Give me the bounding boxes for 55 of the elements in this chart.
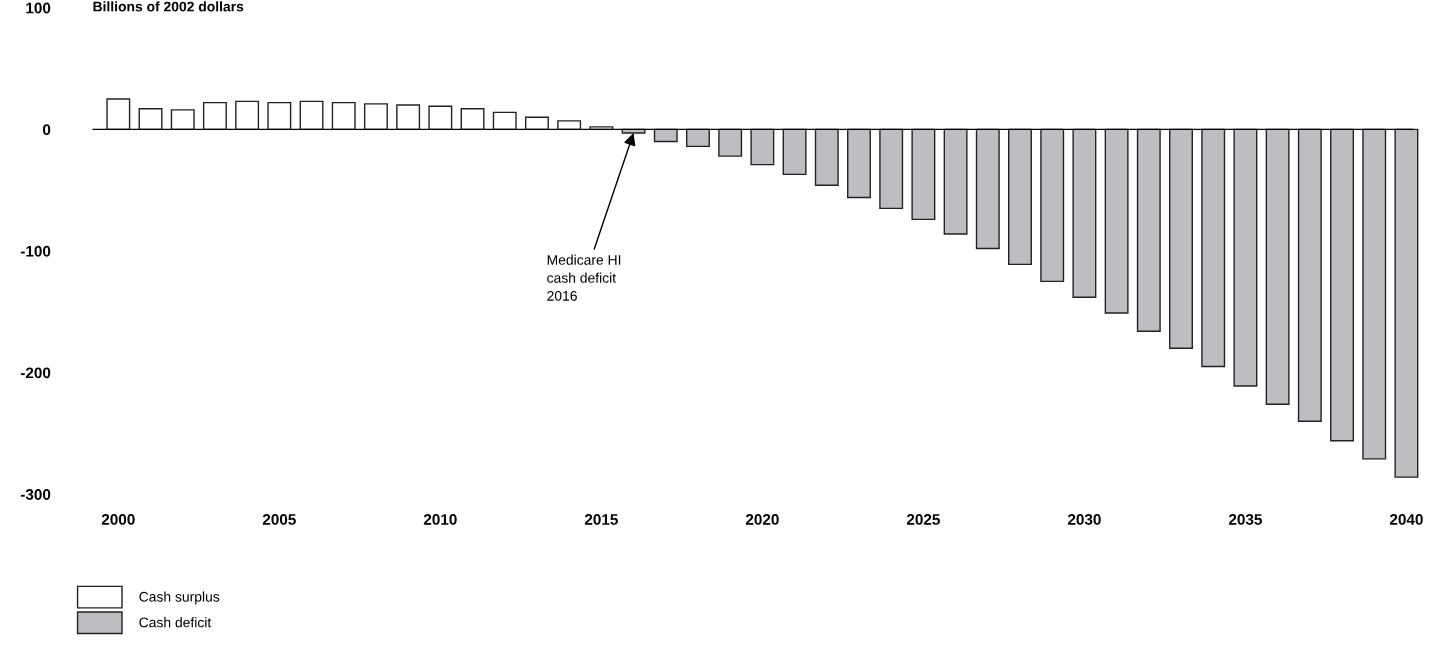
bar <box>943 128 968 235</box>
bar <box>1201 128 1226 368</box>
bar <box>363 103 388 131</box>
bar <box>847 128 871 199</box>
y-axis-title: Billions of 2002 dollars <box>93 1 244 12</box>
bar <box>1136 128 1161 332</box>
bar <box>557 120 582 131</box>
bar <box>235 100 260 131</box>
annotation: Medicare HI cash deficit 2016 <box>547 254 621 301</box>
bar <box>879 128 904 210</box>
bar <box>685 128 710 148</box>
bar <box>106 98 131 131</box>
bar <box>170 109 195 131</box>
bar <box>492 111 517 131</box>
bar <box>1297 128 1322 422</box>
y-tick-label: 100 <box>26 2 51 14</box>
bar <box>1104 128 1129 314</box>
bar <box>1330 128 1354 442</box>
x-tick-label: 2030 <box>1067 514 1101 525</box>
bar <box>267 101 292 131</box>
bar <box>1265 128 1290 405</box>
bar <box>428 105 453 131</box>
bar <box>460 107 485 131</box>
bar <box>750 128 775 166</box>
bar <box>1169 128 1193 349</box>
bar <box>1394 128 1419 478</box>
bar <box>718 128 743 157</box>
bar <box>975 128 1000 250</box>
bar <box>202 101 227 131</box>
bar <box>911 128 936 221</box>
bar <box>1072 128 1097 298</box>
legend-label: Cash surplus <box>139 591 220 605</box>
bar <box>396 104 421 131</box>
x-tick-label: 2015 <box>584 514 618 525</box>
x-tick-label: 2025 <box>906 514 940 525</box>
bar <box>1362 128 1387 460</box>
x-tick-label: 2020 <box>745 514 779 525</box>
bar <box>782 128 807 176</box>
y-tick-label: -100 <box>20 245 51 257</box>
bar <box>814 128 839 186</box>
y-tick-label: -300 <box>20 489 51 500</box>
bar <box>1040 128 1065 283</box>
x-tick-label: 2035 <box>1228 514 1262 525</box>
bar <box>299 100 324 131</box>
y-tick-label: -200 <box>20 367 51 379</box>
y-tick-label: 0 <box>42 124 51 136</box>
legend-label: Cash deficit <box>139 617 212 628</box>
x-tick-label: 2040 <box>1389 514 1423 525</box>
x-tick-label: 2005 <box>262 514 296 525</box>
x-tick-label: 2010 <box>423 514 457 525</box>
bar <box>1233 128 1258 387</box>
bar <box>138 107 163 131</box>
bar <box>331 101 356 131</box>
bar <box>1008 128 1032 266</box>
x-tick-label: 2000 <box>101 514 135 525</box>
